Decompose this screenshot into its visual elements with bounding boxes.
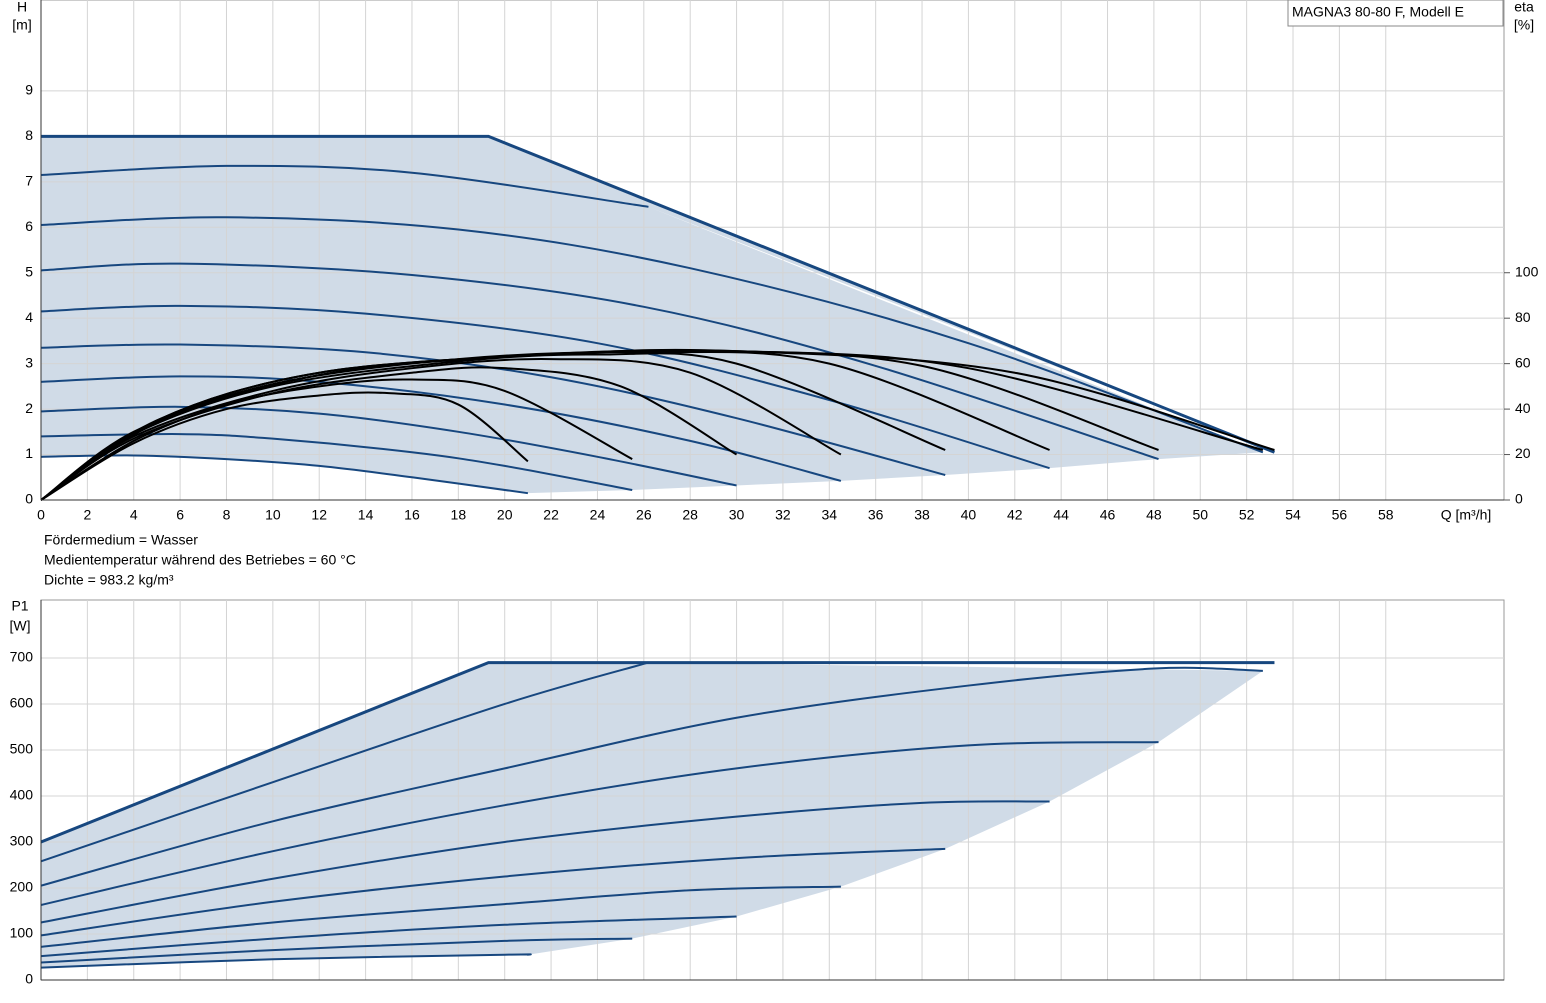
pump-curve	[40, 885, 841, 948]
x-tick-label: 44	[1053, 507, 1069, 523]
x-tick-label: 36	[868, 507, 884, 523]
x-tick-label: 30	[729, 507, 745, 523]
x-tick-label: 34	[822, 507, 838, 523]
pump-curve	[40, 953, 532, 969]
pump-curve	[40, 216, 1264, 454]
y-label: H	[17, 0, 27, 15]
y-tick-label: 500	[10, 741, 34, 757]
x-tick-label: 18	[451, 507, 467, 523]
y-tick-label: 400	[10, 787, 34, 803]
pump-curve	[41, 134, 1276, 454]
efficiency-curve	[40, 366, 738, 501]
x-tick-label: 24	[590, 507, 606, 523]
y-tick-label: 7	[25, 173, 33, 189]
pump-curve	[40, 262, 1159, 461]
x-label: Q [m³/h]	[1441, 507, 1492, 523]
y-tick-label: 600	[10, 695, 34, 711]
y-tick-label: 300	[10, 833, 34, 849]
pump-curve	[40, 915, 737, 958]
x-tick-label: 4	[130, 507, 138, 523]
x-tick-label: 20	[497, 507, 513, 523]
y-tick-label: 4	[25, 309, 33, 325]
y-unit: [W]	[10, 618, 31, 634]
y-label: P1	[11, 598, 28, 614]
x-tick-label: 50	[1192, 507, 1208, 523]
y-tick-label: 0	[25, 971, 33, 987]
y-tick-label: 0	[25, 491, 33, 507]
chart-title: MAGNA3 80-80 F, Modell E	[1292, 4, 1464, 20]
x-tick-label: 16	[404, 507, 420, 523]
y2-label: eta	[1514, 0, 1534, 15]
x-tick-label: 32	[775, 507, 791, 523]
pump-curve	[40, 661, 649, 863]
y2-tick-label: 100	[1515, 263, 1539, 279]
y2-tick-label: 40	[1515, 400, 1531, 416]
x-tick-label: 40	[961, 507, 977, 523]
note: Fördermedium = Wasser	[44, 532, 198, 548]
y-tick-label: 8	[25, 127, 33, 143]
pump-curve	[40, 343, 946, 476]
y-tick-label: 2	[25, 400, 33, 416]
y2-tick-label: 0	[1515, 491, 1523, 507]
x-tick-label: 28	[682, 507, 698, 523]
y-tick-label: 5	[25, 263, 33, 279]
x-tick-label: 58	[1378, 507, 1394, 523]
x-tick-label: 48	[1146, 507, 1162, 523]
pump-curve	[40, 937, 633, 964]
operating-area	[41, 136, 1275, 494]
legend-box	[1287, 0, 1504, 27]
x-tick-label: 42	[1007, 507, 1023, 523]
pump-curve	[40, 375, 842, 482]
pump-curve	[40, 454, 529, 495]
y-tick-label: 9	[25, 82, 33, 98]
x-tick-label: 56	[1332, 507, 1348, 523]
pump-curve	[40, 661, 1275, 844]
efficiency-curve	[40, 358, 842, 501]
note: Medientemperatur während des Betriebes =…	[44, 552, 356, 568]
x-tick-label: 46	[1100, 507, 1116, 523]
operating-area	[41, 662, 1275, 968]
x-tick-label: 6	[176, 507, 184, 523]
x-tick-label: 2	[83, 507, 91, 523]
pump-curve	[40, 433, 633, 491]
efficiency-curve	[40, 348, 1275, 501]
x-tick-label: 10	[265, 507, 281, 523]
y-tick-label: 3	[25, 354, 33, 370]
y2-unit: [%]	[1514, 17, 1534, 33]
pump-curve	[40, 666, 1263, 887]
y-tick-label: 1	[25, 445, 33, 461]
pump-curve	[40, 741, 1159, 906]
pump-curve	[40, 164, 649, 208]
x-tick-label: 14	[358, 507, 374, 523]
y-tick-label: 700	[10, 649, 34, 665]
note: Dichte = 983.2 kg/m³	[44, 572, 174, 588]
y-tick-label: 100	[10, 925, 34, 941]
x-tick-label: 22	[543, 507, 559, 523]
x-tick-label: 26	[636, 507, 652, 523]
y2-tick-label: 80	[1515, 309, 1531, 325]
x-tick-label: 54	[1285, 507, 1301, 523]
y-tick-label: 6	[25, 218, 33, 234]
x-tick-label: 8	[223, 507, 231, 523]
x-tick-label: 0	[37, 507, 45, 523]
y-tick-label: 200	[10, 879, 34, 895]
x-tick-label: 12	[311, 507, 327, 523]
pump-curve	[40, 847, 946, 937]
x-tick-label: 38	[914, 507, 930, 523]
pump-curve	[40, 405, 737, 487]
y2-tick-label: 60	[1515, 354, 1531, 370]
y-unit: [m]	[12, 17, 31, 33]
y2-tick-label: 20	[1515, 445, 1531, 461]
x-tick-label: 52	[1239, 507, 1255, 523]
efficiency-curve	[40, 378, 633, 501]
pump-curve	[40, 304, 1050, 470]
pump-curve	[40, 800, 1050, 924]
efficiency-curve	[40, 391, 529, 501]
